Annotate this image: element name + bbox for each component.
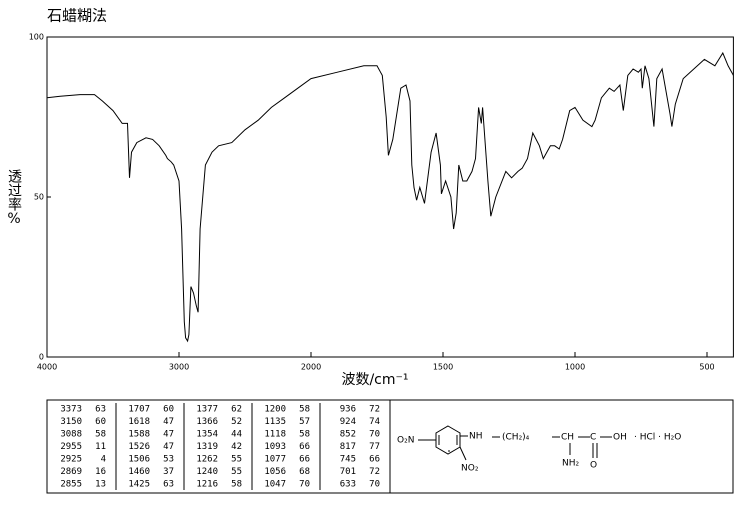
table-transmittance: 52 — [231, 417, 242, 427]
table-transmittance: 37 — [163, 467, 174, 477]
spectrum-line — [46, 51, 734, 343]
table-transmittance: 47 — [163, 442, 174, 452]
table-transmittance: 63 — [163, 480, 174, 490]
table-transmittance: 60 — [163, 405, 174, 415]
table-dividers — [115, 400, 391, 493]
table-transmittance: 66 — [299, 442, 310, 452]
x-tick-label: 2000 — [301, 363, 321, 372]
table-wavenumber: 1707 — [128, 405, 150, 415]
table-wavenumber: 2855 — [60, 480, 82, 490]
table-transmittance: 58 — [299, 405, 310, 415]
table-transmittance: 72 — [369, 467, 380, 477]
table-wavenumber: 936 — [340, 405, 356, 415]
table-wavenumber: 1240 — [196, 467, 218, 477]
table-transmittance: 13 — [95, 480, 106, 490]
table-wavenumber: 1262 — [196, 455, 218, 465]
table-transmittance: 68 — [299, 467, 310, 477]
table-wavenumber: 1460 — [128, 467, 150, 477]
y-axis-label: 透过率% — [6, 169, 22, 227]
table-wavenumber: 701 — [340, 467, 356, 477]
table-wavenumber: 1093 — [264, 442, 286, 452]
table-wavenumber: 817 — [340, 442, 356, 452]
table-wavenumber: 1216 — [196, 480, 218, 490]
table-wavenumber: 3150 — [60, 417, 82, 427]
table-transmittance: 58 — [231, 480, 242, 490]
table-wavenumber: 852 — [340, 430, 356, 440]
table-wavenumber: 1377 — [196, 405, 218, 415]
table-transmittance: 47 — [163, 417, 174, 427]
table-wavenumber: 1506 — [128, 455, 150, 465]
table-transmittance: 55 — [231, 455, 242, 465]
table-wavenumber: 1366 — [196, 417, 218, 427]
table-transmittance: 62 — [231, 405, 242, 415]
structure-label: NH₂ — [562, 459, 580, 469]
chart-title: 石蜡糊法 — [47, 7, 107, 25]
table-wavenumber: 1118 — [264, 430, 286, 440]
structure-label: O₂N — [397, 436, 414, 446]
structure-label: NO₂ — [461, 464, 479, 474]
table-transmittance: 11 — [95, 442, 106, 452]
table-wavenumber: 1319 — [196, 442, 218, 452]
structure-label: · HCl · H₂O — [634, 433, 681, 443]
table-wavenumber: 2869 — [60, 467, 82, 477]
table-transmittance: 70 — [369, 480, 380, 490]
table-wavenumber: 2955 — [60, 442, 82, 452]
y-tick-label: 0 — [39, 353, 44, 362]
table-wavenumber: 1077 — [264, 455, 286, 465]
table-transmittance: 47 — [163, 430, 174, 440]
plot-frame — [46, 36, 734, 358]
table-wavenumber: 1047 — [264, 480, 286, 490]
table-transmittance: 44 — [231, 430, 242, 440]
table-wavenumber: 924 — [340, 417, 356, 427]
table-wavenumber: 1200 — [264, 405, 286, 415]
structure-label: NH — [469, 432, 483, 442]
table-transmittance: 74 — [369, 417, 380, 427]
table-transmittance: 63 — [95, 405, 106, 415]
table-transmittance: 58 — [95, 430, 106, 440]
x-tick-label: 1500 — [433, 363, 453, 372]
table-transmittance: 77 — [369, 442, 380, 452]
structure-bonds — [418, 425, 612, 461]
y-tick-label: 50 — [34, 193, 44, 202]
table-transmittance: 4 — [101, 455, 106, 465]
table-transmittance: 66 — [369, 455, 380, 465]
x-axis-label: 波数/cm⁻¹ — [341, 372, 408, 388]
table-transmittance: 57 — [299, 417, 310, 427]
table-wavenumber: 2925 — [60, 455, 82, 465]
table-wavenumber: 745 — [340, 455, 356, 465]
table-wavenumber: 1056 — [264, 467, 286, 477]
table-wavenumber: 1354 — [196, 430, 218, 440]
structure-label: C — [590, 433, 596, 443]
table-wavenumber: 1425 — [128, 480, 150, 490]
table-transmittance: 53 — [163, 455, 174, 465]
structure-label: CH — [561, 433, 574, 443]
table-wavenumber: 1588 — [128, 430, 150, 440]
structure-label: (CH₂)₄ — [502, 433, 530, 443]
table-transmittance: 70 — [299, 480, 310, 490]
table-transmittance: 72 — [369, 405, 380, 415]
table-wavenumber: 1526 — [128, 442, 150, 452]
structure-label: O — [590, 461, 597, 471]
table-wavenumber: 1135 — [264, 417, 286, 427]
y-tick-label: 100 — [29, 33, 44, 42]
x-tick-label: 4000 — [37, 363, 57, 372]
table-wavenumber: 633 — [340, 480, 356, 490]
table-wavenumber: 1618 — [128, 417, 150, 427]
table-transmittance: 42 — [231, 442, 242, 452]
structure-label: OH — [613, 433, 627, 443]
table-transmittance: 66 — [299, 455, 310, 465]
table-wavenumber: 3088 — [60, 430, 82, 440]
x-tick-label: 1000 — [565, 363, 585, 372]
table-transmittance: 16 — [95, 467, 106, 477]
table-transmittance: 58 — [299, 430, 310, 440]
x-tick-label: 3000 — [169, 363, 189, 372]
x-tick-label: 500 — [699, 363, 714, 372]
table-transmittance: 60 — [95, 417, 106, 427]
table-transmittance: 70 — [369, 430, 380, 440]
table-transmittance: 55 — [231, 467, 242, 477]
table-wavenumber: 3373 — [60, 405, 82, 415]
